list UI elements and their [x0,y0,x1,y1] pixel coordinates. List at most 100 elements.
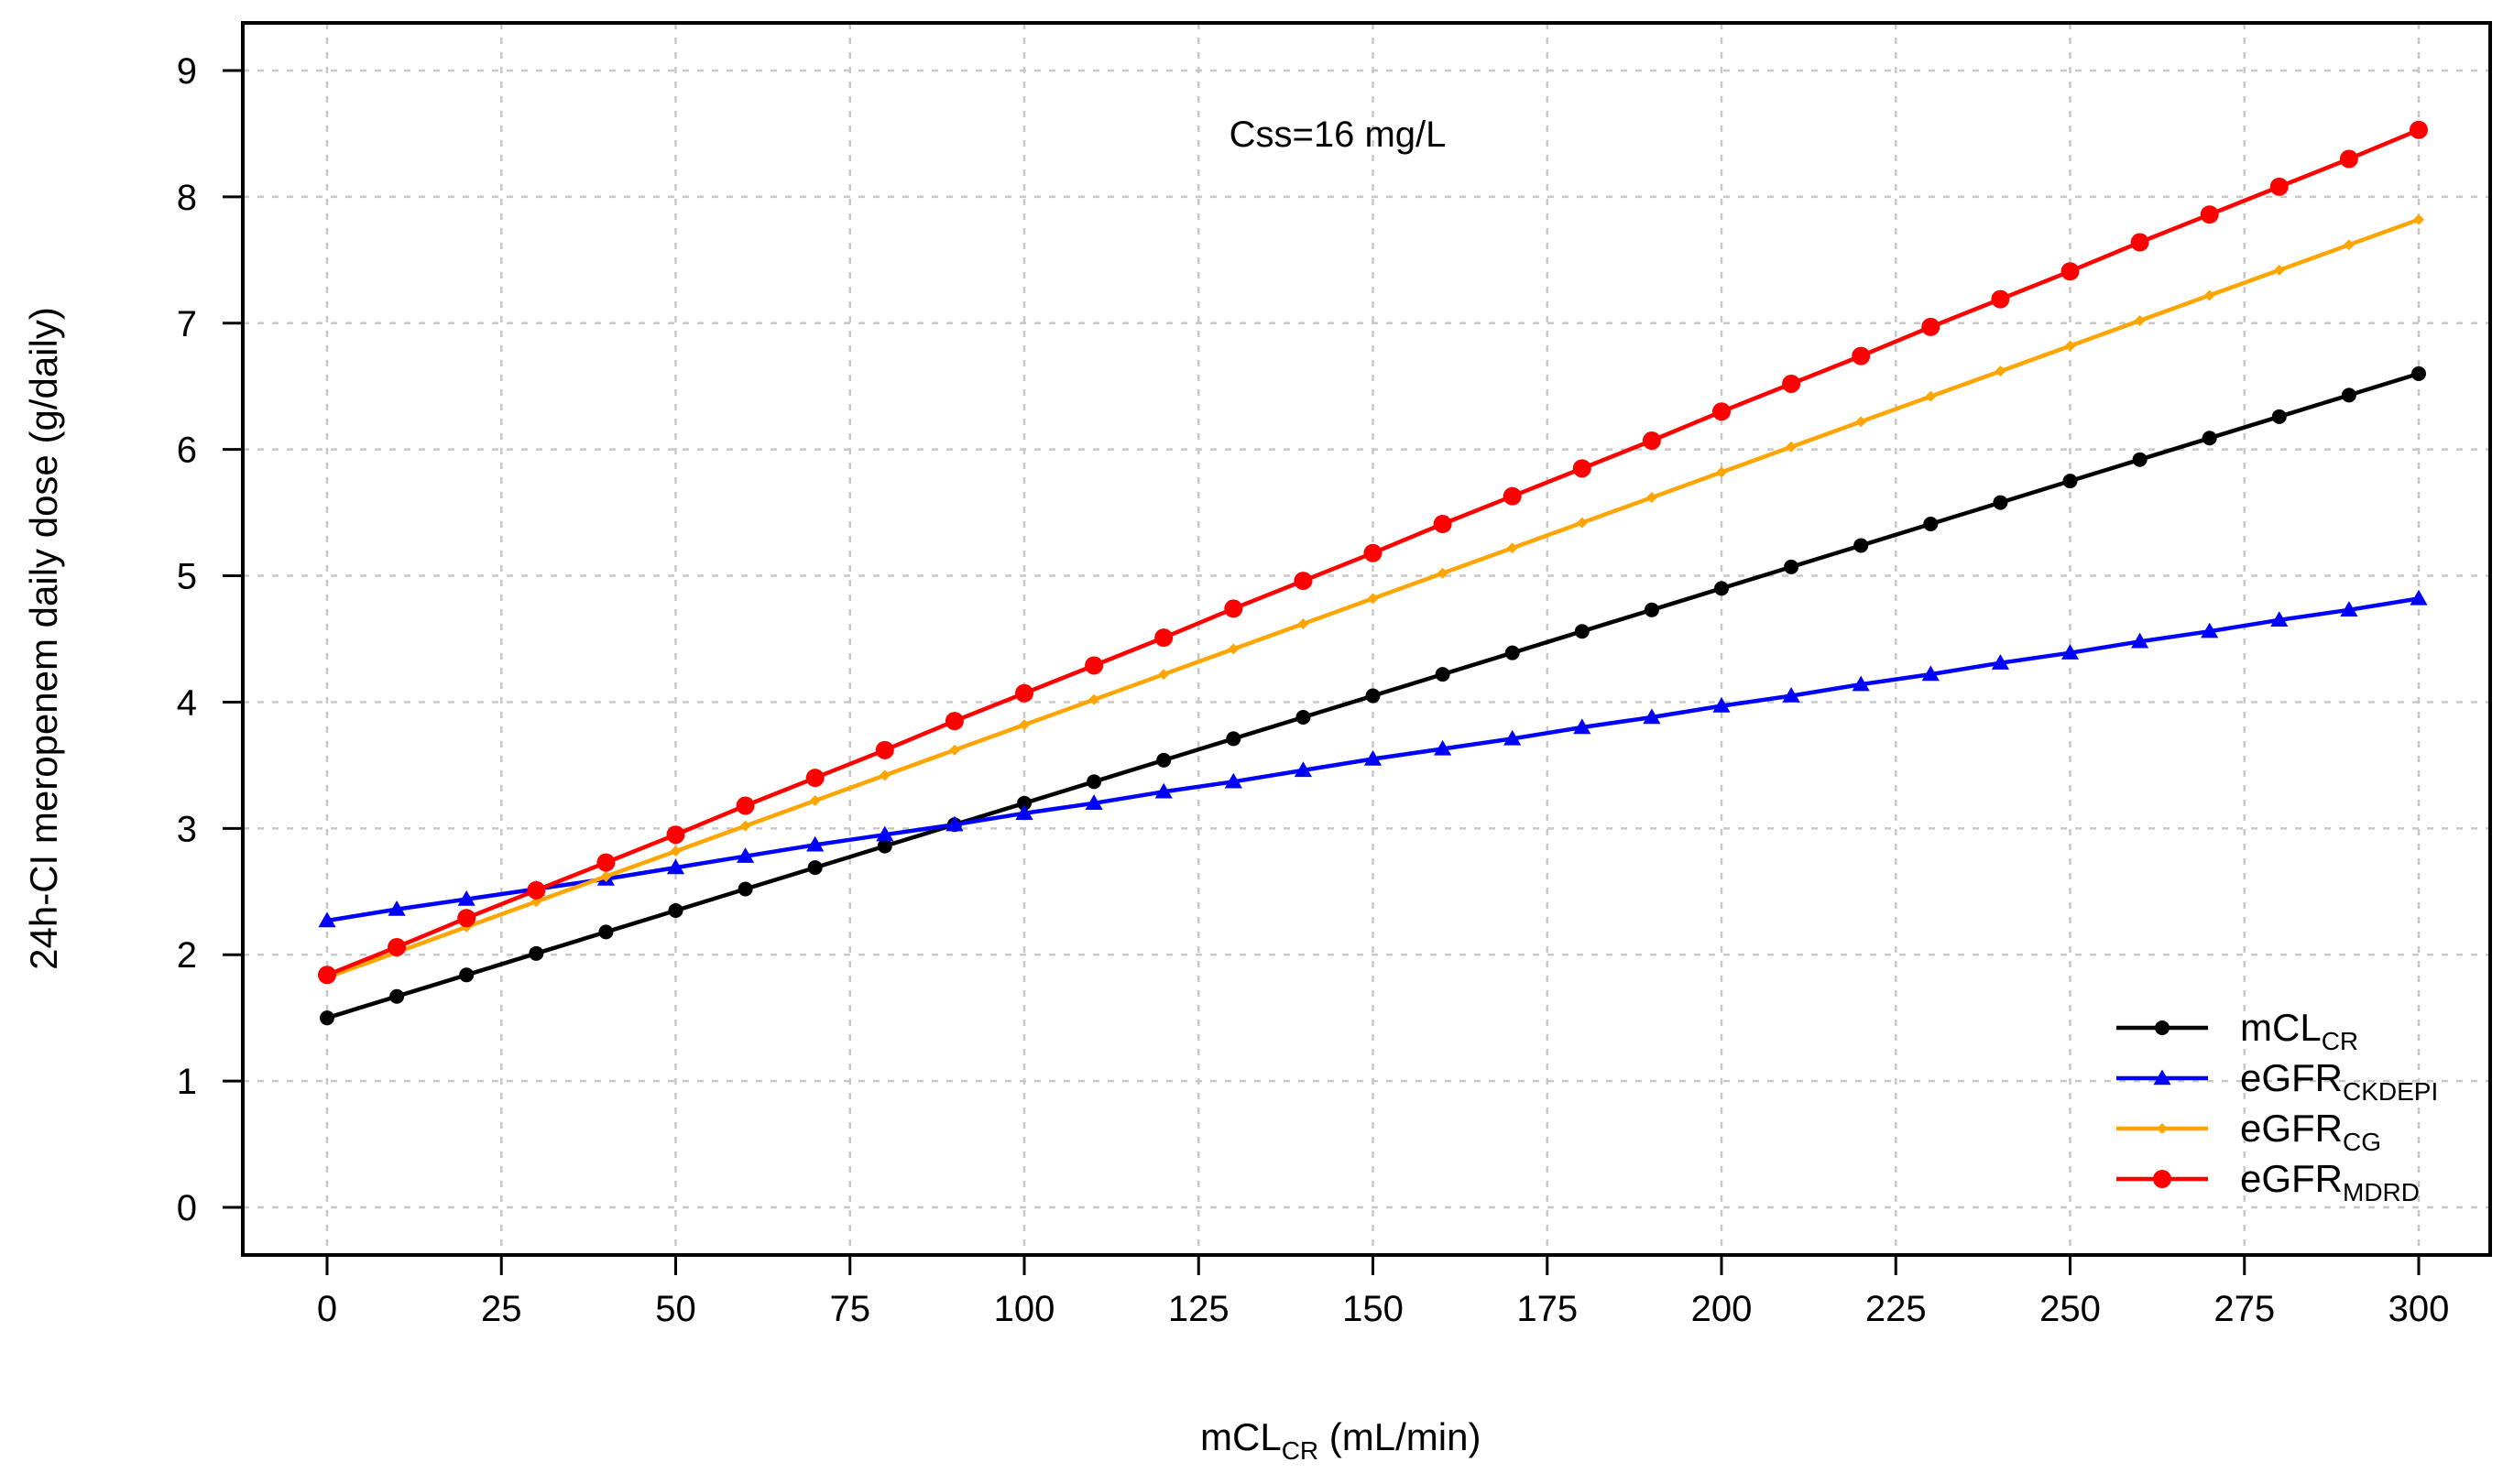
data-point-egfr-cg [1019,719,1030,731]
data-point-mcl-cr [1365,688,1381,704]
y-tick-label: 6 [177,431,197,471]
data-point-egfr-ckdepi [318,911,336,928]
data-point-egfr-mdrd [1224,599,1243,618]
data-point-egfr-cg [670,846,682,857]
x-axis-title-sub: CR [1282,1436,1318,1465]
data-point-mcl-cr [1295,709,1311,725]
data-point-egfr-ckdepi [1921,665,1940,682]
data-point-egfr-mdrd [805,769,825,788]
data-point-mcl-cr [2341,387,2356,403]
data-point-mcl-cr [807,860,823,876]
x-axis-title-suffix: (mL/min) [1318,1415,1481,1458]
data-point-egfr-ckdepi [1991,654,2009,670]
legend-label-main: eGFR [2240,1107,2343,1150]
legend-label: eGFRMDRD [2240,1157,2420,1206]
data-point-egfr-ckdepi [1573,718,1591,735]
data-point-egfr-mdrd [1503,486,1522,506]
data-point-mcl-cr [1714,581,1729,596]
data-point-egfr-mdrd [1572,459,1591,478]
legend-label-sub: MDRD [2343,1178,2420,1206]
legend-swatch-marker [2157,1123,2168,1134]
data-point-egfr-cg [2273,264,2285,276]
data-point-mcl-cr [2062,474,2078,489]
x-tick-label: 275 [2213,1289,2275,1329]
x-tick-label: 0 [317,1289,337,1329]
data-point-egfr-ckdepi [2340,601,2358,617]
data-point-egfr-mdrd [2339,149,2358,169]
data-point-egfr-cg [1786,441,1798,453]
data-point-egfr-ckdepi [2201,622,2219,638]
data-point-egfr-cg [2343,239,2355,251]
data-point-egfr-mdrd [2130,233,2149,252]
x-axis: 0 25 50 75 100 125 150 175 200 225 250 275 300 [317,1255,2449,1329]
data-point-egfr-mdrd [388,937,407,956]
data-point-egfr-cg [948,744,960,756]
x-tick-label: 225 [1865,1289,1927,1329]
data-point-mcl-cr [598,924,614,940]
data-point-egfr-ckdepi [1085,794,1103,810]
data-point-egfr-ckdepi [945,815,964,832]
gridlines [243,23,2490,1255]
data-point-mcl-cr [1993,495,2008,510]
legend-label: mCLCR [2240,1006,2358,1055]
data-point-egfr-cg [879,769,891,781]
y-axis: 0 1 2 3 4 5 6 7 8 9 [177,51,243,1228]
data-point-mcl-cr [2411,366,2426,381]
data-point-egfr-cg [1297,617,1309,629]
series-layer [318,120,2428,1026]
data-point-mcl-cr [2202,431,2217,446]
data-point-egfr-ckdepi [1503,729,1522,746]
data-point-egfr-ckdepi [737,847,755,863]
data-point-egfr-mdrd [945,712,964,731]
data-point-egfr-mdrd [1085,656,1104,675]
data-point-egfr-mdrd [1991,289,2010,309]
legend-label-sub: CG [2343,1128,2381,1156]
data-point-egfr-ckdepi [1643,708,1661,725]
data-point-egfr-mdrd [1015,683,1033,703]
x-tick-label: 175 [1516,1289,1578,1329]
legend-label: eGFRCKDEPI [2240,1056,2438,1106]
y-tick-label: 3 [177,809,197,849]
data-point-mcl-cr [1087,774,1102,790]
data-point-egfr-mdrd [1363,543,1383,562]
legend-label-main: eGFR [2240,1157,2343,1200]
data-point-egfr-mdrd [527,880,546,900]
data-point-egfr-ckdepi [1294,761,1312,778]
x-axis-title-main: mCL [1200,1415,1282,1458]
data-point-egfr-ckdepi [1712,696,1731,713]
data-point-egfr-cg [739,820,751,832]
data-point-mcl-cr [668,902,683,918]
data-point-mcl-cr [459,967,475,983]
data-point-egfr-ckdepi [876,825,894,842]
legend-item-egfr-mdrd: eGFRMDRD [2116,1157,2420,1206]
data-point-egfr-cg [1576,517,1588,529]
legend-swatch-marker [2153,1170,2171,1188]
data-point-egfr-cg [1506,542,1518,554]
y-tick-label: 2 [177,935,197,976]
x-tick-label: 50 [655,1289,696,1329]
y-tick-label: 4 [177,682,197,723]
legend-item-mcl-cr: mCLCR [2116,1006,2358,1055]
x-tick-label: 150 [1342,1289,1404,1329]
data-point-mcl-cr [320,1010,334,1026]
data-point-egfr-ckdepi [1015,804,1033,820]
data-point-egfr-mdrd [2200,205,2219,224]
data-point-egfr-mdrd [596,853,616,872]
data-point-egfr-ckdepi [1434,739,1452,756]
data-point-mcl-cr [529,945,544,961]
data-point-egfr-ckdepi [1363,749,1383,766]
legend-swatch-marker [2155,1020,2170,1035]
legend-item-egfr-cg: eGFRCG [2116,1107,2381,1156]
legend-item-egfr-ckdepi: eGFRCKDEPI [2116,1056,2438,1106]
data-point-egfr-ckdepi [1224,772,1242,789]
y-tick-label: 1 [177,1062,197,1102]
data-point-egfr-mdrd [318,966,336,985]
data-point-egfr-cg [1855,416,1867,428]
y-tick-label: 7 [177,304,197,344]
x-tick-label: 200 [1691,1289,1753,1329]
data-point-egfr-ckdepi [457,889,475,906]
data-point-egfr-ckdepi [1782,686,1800,703]
data-point-mcl-cr [2271,409,2287,424]
y-tick-label: 8 [177,178,197,218]
data-point-egfr-cg [2413,213,2424,225]
